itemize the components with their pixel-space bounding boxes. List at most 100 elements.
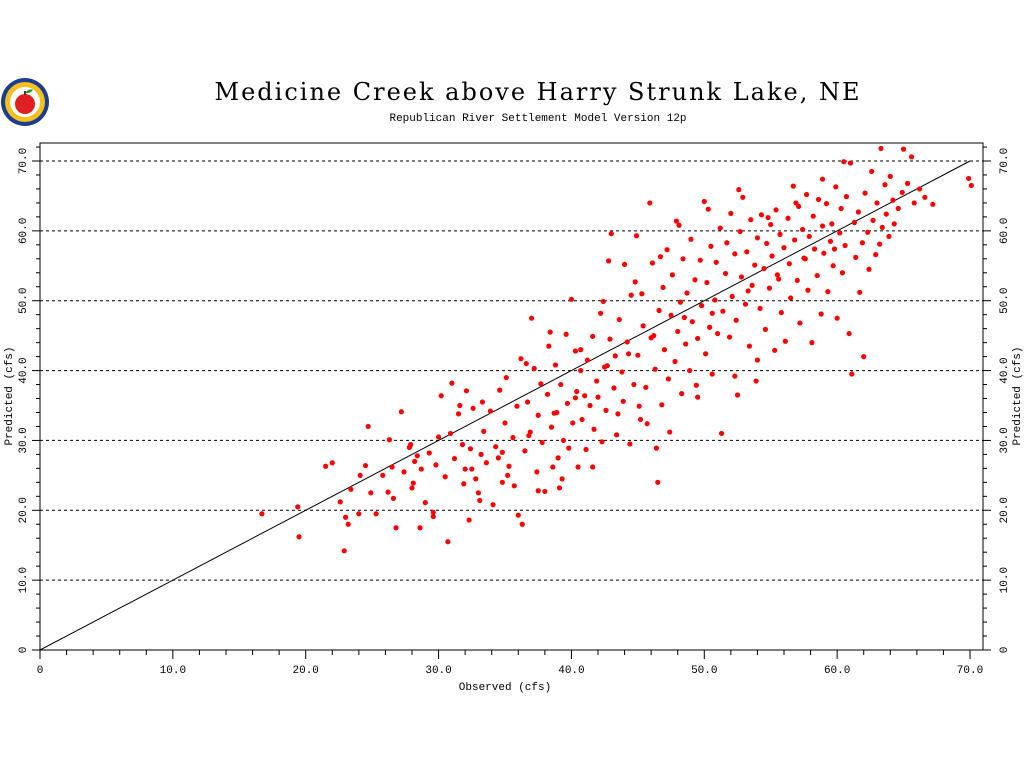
data-point <box>717 225 723 231</box>
data-point <box>833 184 839 190</box>
data-point <box>908 154 915 160</box>
y-tick-label: 0 <box>18 647 30 654</box>
data-point <box>393 525 399 531</box>
data-point <box>764 240 770 247</box>
x-axis: 0 10.0 20.0 30.0 40.0 50.0 60.0 70.0 <box>37 650 983 677</box>
data-point <box>463 388 470 394</box>
logo-icon <box>1 78 49 126</box>
data-point <box>838 205 844 212</box>
data-point <box>713 259 719 265</box>
data-point <box>625 351 632 357</box>
data-point <box>591 426 597 432</box>
data-point <box>745 288 751 294</box>
data-point <box>534 469 540 475</box>
data-point <box>830 263 836 269</box>
data-point <box>758 212 765 218</box>
data-point <box>380 472 386 478</box>
data-point <box>701 198 707 205</box>
data-point <box>664 247 670 253</box>
data-point <box>546 343 552 349</box>
data-point <box>590 333 596 339</box>
y-tick-label: 50.0 <box>18 288 30 314</box>
data-point <box>736 187 742 193</box>
data-point <box>631 381 637 388</box>
data-point <box>499 479 505 485</box>
data-point <box>803 191 810 198</box>
data-point <box>815 196 822 203</box>
data-point <box>797 320 803 326</box>
data-point <box>699 303 705 309</box>
y-tick-label: 20.0 <box>999 497 1011 523</box>
y-tick-label: 0 <box>999 647 1011 654</box>
data-point <box>442 474 448 480</box>
data-point <box>805 287 811 293</box>
data-point <box>677 299 683 305</box>
data-point <box>659 402 665 408</box>
data-point <box>483 460 489 466</box>
data-point <box>548 424 555 430</box>
data-point <box>916 186 923 192</box>
x-tick-label: 30.0 <box>425 665 451 677</box>
data-point <box>583 446 589 453</box>
data-point <box>890 197 896 203</box>
x-axis-label: Observed (cfs) <box>459 682 551 694</box>
data-point <box>578 347 584 353</box>
data-point <box>506 463 512 469</box>
data-point <box>781 245 787 251</box>
data-point <box>900 146 907 152</box>
data-point <box>478 451 484 457</box>
data-point <box>707 324 713 330</box>
data-point <box>624 339 630 345</box>
data-point <box>709 371 715 377</box>
data-point <box>724 240 730 246</box>
data-point <box>647 200 653 206</box>
data-point <box>794 277 800 284</box>
data-point <box>827 238 834 244</box>
data-point <box>660 284 666 291</box>
data-point <box>511 483 517 489</box>
data-point <box>487 408 493 414</box>
data-point <box>640 323 646 329</box>
data-point <box>886 233 892 240</box>
y-tick-label: 70.0 <box>999 148 1011 174</box>
data-point <box>728 210 734 216</box>
data-point <box>752 262 758 268</box>
y-axis-label-left: Predicted (cfs) <box>4 346 16 445</box>
data-point <box>435 434 442 440</box>
data-point <box>635 352 641 358</box>
data-point <box>930 201 936 207</box>
data-point <box>447 430 454 437</box>
y-tick-label: 60.0 <box>999 218 1011 244</box>
data-point <box>738 274 745 280</box>
data-point <box>389 464 395 470</box>
data-point <box>615 411 621 417</box>
data-point <box>385 489 391 495</box>
data-point <box>811 246 818 252</box>
data-point <box>544 391 551 397</box>
plot-frame <box>39 142 984 651</box>
data-point <box>473 476 479 482</box>
data-point <box>519 521 525 527</box>
data-point <box>296 534 302 540</box>
data-point <box>821 250 827 256</box>
data-point <box>528 315 535 321</box>
data-point <box>842 242 848 249</box>
data-point <box>874 200 880 206</box>
data-point <box>430 509 436 515</box>
data-point <box>862 190 868 196</box>
data-point <box>604 363 610 369</box>
data-point <box>895 205 901 212</box>
data-point <box>503 374 509 381</box>
data-point <box>882 182 888 188</box>
data-points <box>259 145 974 554</box>
data-point <box>697 257 703 263</box>
y-tick-label: 40.0 <box>999 357 1011 383</box>
data-point <box>614 432 620 438</box>
data-point <box>422 500 428 506</box>
data-point <box>851 219 858 226</box>
data-point <box>834 315 840 321</box>
data-point <box>684 290 690 296</box>
data-point <box>348 486 354 492</box>
data-point <box>899 189 905 196</box>
